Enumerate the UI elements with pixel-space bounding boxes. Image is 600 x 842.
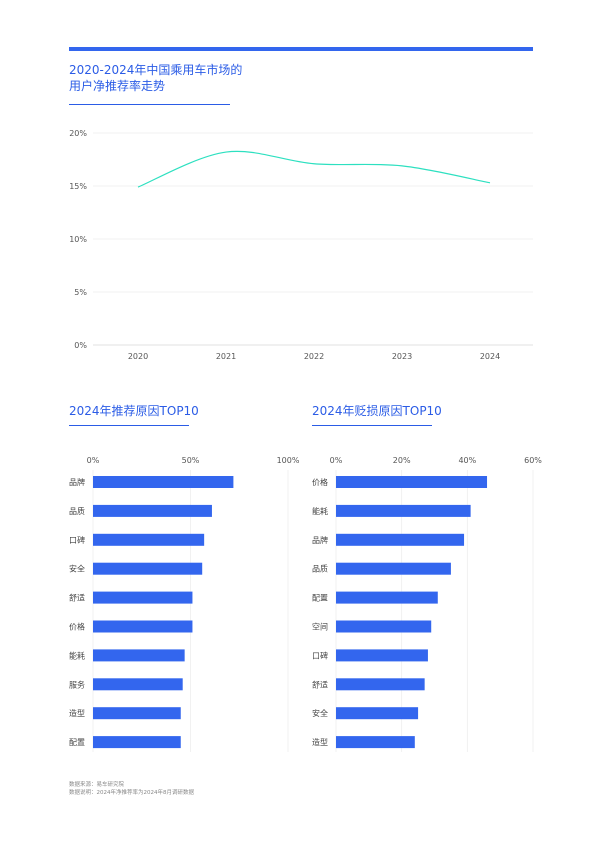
line-xtick-label: 2024 bbox=[480, 352, 500, 361]
top-accent-bar bbox=[69, 47, 533, 51]
recommend-bar bbox=[93, 649, 185, 662]
footnote-source: 数据来源：易车研究院 bbox=[69, 782, 125, 788]
line-xtick-label: 2020 bbox=[128, 352, 148, 361]
detract-category-label: 价格 bbox=[312, 477, 328, 487]
recommend-bar bbox=[93, 620, 193, 633]
recommend-bar bbox=[93, 504, 212, 517]
recommend-bar bbox=[93, 533, 205, 546]
detract-xtick-label: 40% bbox=[458, 456, 476, 465]
recommend-category-label: 口碑 bbox=[69, 535, 85, 545]
recommend-category-label: 能耗 bbox=[69, 650, 85, 660]
detract-category-label: 配置 bbox=[312, 594, 328, 603]
title-underline bbox=[69, 104, 230, 105]
recommend-bar bbox=[93, 591, 193, 604]
recommend-bar bbox=[93, 736, 181, 749]
recommend-category-label: 舒适 bbox=[69, 593, 85, 603]
recommend-bar bbox=[93, 707, 181, 720]
recommend-bar bbox=[93, 678, 183, 691]
nps-trend-line bbox=[137, 150, 491, 188]
recommend-category-label: 服务 bbox=[69, 679, 85, 689]
detract-category-label: 口碑 bbox=[312, 650, 328, 660]
detract-bar bbox=[336, 591, 438, 604]
recommend-category-label: 配置 bbox=[69, 738, 85, 747]
line-ytick-label: 5% bbox=[74, 288, 87, 297]
detract-category-label: 能耗 bbox=[312, 506, 328, 516]
line-ytick-label: 10% bbox=[69, 235, 87, 244]
recommend-category-label: 价格 bbox=[69, 622, 85, 632]
detract-bar bbox=[336, 678, 425, 691]
detract-xtick-label: 0% bbox=[330, 456, 343, 465]
line-ytick-label: 20% bbox=[69, 129, 87, 138]
detract-category-label: 造型 bbox=[312, 737, 328, 747]
detract-bar bbox=[336, 736, 415, 749]
recommend-category-label: 安全 bbox=[69, 564, 85, 574]
detract-category-label: 品质 bbox=[312, 564, 328, 574]
recommend-category-label: 造型 bbox=[69, 708, 85, 718]
line-xtick-label: 2022 bbox=[304, 352, 324, 361]
recommend-title-underline bbox=[69, 425, 189, 426]
detract-category-label: 安全 bbox=[312, 708, 328, 718]
line-xtick-label: 2023 bbox=[392, 352, 412, 361]
footnote-note: 数据说明：2024年净推荐率为2024年8月调研数据 bbox=[69, 790, 194, 796]
recommend-xtick-label: 0% bbox=[87, 456, 100, 465]
detract-chart-title: 2024年贬损原因TOP10 bbox=[312, 404, 442, 418]
detract-xtick-label: 60% bbox=[524, 456, 542, 465]
recommend-category-label: 品牌 bbox=[69, 477, 85, 487]
detract-bar bbox=[336, 707, 419, 720]
detract-bar bbox=[336, 504, 471, 517]
detract-bar bbox=[336, 476, 488, 488]
recommend-category-label: 品质 bbox=[69, 506, 85, 516]
detract-category-label: 品牌 bbox=[312, 535, 328, 545]
detract-bar bbox=[336, 562, 451, 575]
detract-category-label: 舒适 bbox=[312, 679, 328, 689]
recommend-bar bbox=[93, 562, 203, 575]
page-title-line-2: 用户净推荐率走势 bbox=[69, 79, 166, 93]
recommend-xtick-label: 50% bbox=[182, 456, 200, 465]
detract-bar bbox=[336, 620, 432, 633]
line-xtick-label: 2021 bbox=[216, 352, 236, 361]
page-title: 2020-2024年中国乘用车市场的 用户净推荐率走势 bbox=[69, 62, 242, 94]
detract-title-underline bbox=[312, 425, 432, 426]
detract-xtick-label: 20% bbox=[393, 456, 411, 465]
line-ytick-label: 0% bbox=[74, 341, 87, 350]
detract-bar bbox=[336, 649, 428, 662]
line-ytick-label: 15% bbox=[69, 182, 87, 191]
recommend-xtick-label: 100% bbox=[277, 456, 300, 465]
recommend-bar bbox=[93, 476, 234, 488]
detract-bar bbox=[336, 533, 465, 546]
recommend-chart-title: 2024年推荐原因TOP10 bbox=[69, 404, 199, 418]
detract-category-label: 空间 bbox=[312, 622, 328, 632]
page-title-line-1: 2020-2024年中国乘用车市场的 bbox=[69, 63, 243, 77]
